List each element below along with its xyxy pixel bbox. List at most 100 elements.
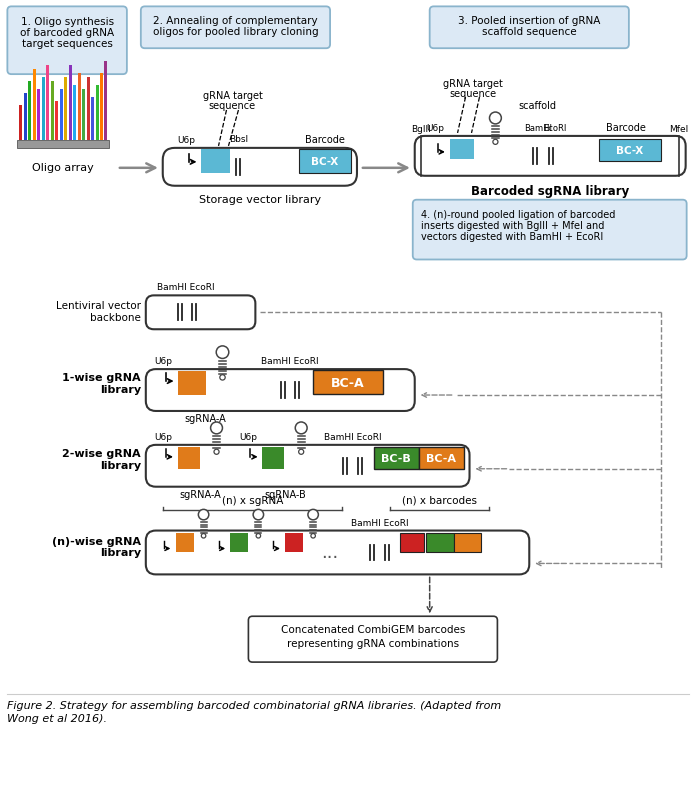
Bar <box>450 140 473 160</box>
Bar <box>374 447 419 469</box>
Bar <box>400 533 424 552</box>
Bar <box>426 533 454 552</box>
Bar <box>100 74 103 141</box>
FancyBboxPatch shape <box>141 7 330 49</box>
Text: vectors digested with BamHI + EcoRI: vectors digested with BamHI + EcoRI <box>421 231 603 241</box>
FancyBboxPatch shape <box>146 446 470 487</box>
Text: inserts digested with BglII + MfeI and: inserts digested with BglII + MfeI and <box>421 220 604 230</box>
Bar <box>55 102 58 141</box>
Circle shape <box>308 510 318 520</box>
Text: library: library <box>100 548 141 558</box>
Text: library: library <box>100 385 141 394</box>
Text: 2. Annealing of complementary: 2. Annealing of complementary <box>153 16 318 26</box>
Text: Wong et al 2016).: Wong et al 2016). <box>8 713 107 723</box>
Bar <box>105 62 107 141</box>
Bar <box>200 149 230 173</box>
Text: 2-wise gRNA: 2-wise gRNA <box>62 448 141 459</box>
Circle shape <box>256 534 260 538</box>
Bar <box>178 447 200 469</box>
Bar <box>313 371 383 394</box>
Circle shape <box>201 534 206 538</box>
Bar <box>82 90 85 141</box>
Text: Lentiviral vector: Lentiviral vector <box>56 301 141 311</box>
FancyBboxPatch shape <box>248 617 498 662</box>
Text: 1. Oligo synthesis: 1. Oligo synthesis <box>20 18 114 27</box>
Text: BamHI EcoRI: BamHI EcoRI <box>351 518 409 527</box>
Text: 3. Pooled insertion of gRNA: 3. Pooled insertion of gRNA <box>458 16 600 26</box>
FancyBboxPatch shape <box>146 369 415 411</box>
Text: BamHI EcoRI: BamHI EcoRI <box>262 357 319 365</box>
Text: BamHI EcoRI: BamHI EcoRI <box>157 283 214 292</box>
Text: BC-B: BC-B <box>381 453 410 463</box>
Bar <box>51 82 54 141</box>
Text: backbone: backbone <box>90 313 141 323</box>
Text: 4. (n)-round pooled ligation of barcoded: 4. (n)-round pooled ligation of barcoded <box>421 210 615 219</box>
Text: Barcode: Barcode <box>305 135 345 145</box>
Bar <box>230 533 248 552</box>
Text: Concatenated CombiGEM barcodes: Concatenated CombiGEM barcodes <box>281 625 465 634</box>
FancyBboxPatch shape <box>163 149 357 186</box>
Text: target sequences: target sequences <box>22 39 112 49</box>
Text: U6p: U6p <box>178 136 195 145</box>
Text: Oligo array: Oligo array <box>32 163 94 173</box>
Text: BbsI: BbsI <box>229 135 248 144</box>
Text: 1-wise gRNA: 1-wise gRNA <box>62 373 141 382</box>
Bar <box>419 447 463 469</box>
Text: MfeI: MfeI <box>669 124 688 134</box>
Circle shape <box>493 141 498 145</box>
Bar <box>17 141 109 149</box>
Text: of barcoded gRNA: of barcoded gRNA <box>20 28 114 39</box>
Circle shape <box>214 450 219 454</box>
FancyBboxPatch shape <box>430 7 629 49</box>
Text: Barcoded sgRNA library: Barcoded sgRNA library <box>471 185 630 198</box>
Circle shape <box>299 450 304 454</box>
Text: sgRNA-A: sgRNA-A <box>185 414 226 423</box>
FancyBboxPatch shape <box>146 296 255 330</box>
FancyBboxPatch shape <box>415 137 685 177</box>
Bar <box>42 78 45 141</box>
Text: BC-A: BC-A <box>426 453 456 463</box>
FancyBboxPatch shape <box>413 201 687 260</box>
Bar <box>87 78 89 141</box>
Bar <box>29 82 31 141</box>
Text: oligos for pooled library cloning: oligos for pooled library cloning <box>153 27 318 37</box>
Circle shape <box>295 422 307 434</box>
Bar <box>24 94 27 141</box>
Text: gRNA target: gRNA target <box>202 91 262 101</box>
Text: sequence: sequence <box>209 101 256 111</box>
Circle shape <box>253 510 264 520</box>
Bar <box>64 78 67 141</box>
Circle shape <box>211 422 223 434</box>
Text: (n) x sgRNA: (n) x sgRNA <box>222 495 283 505</box>
Bar <box>262 447 284 469</box>
Text: ...: ... <box>322 544 339 562</box>
Text: scaffold sequence: scaffold sequence <box>482 27 577 37</box>
Text: EcoRI: EcoRI <box>544 124 567 132</box>
Bar <box>91 98 94 141</box>
Text: BC-X: BC-X <box>616 145 644 156</box>
Bar <box>285 533 303 552</box>
Text: U6p: U6p <box>155 357 172 365</box>
Bar <box>599 140 661 161</box>
Text: U6p: U6p <box>239 432 258 442</box>
Bar <box>176 533 193 552</box>
Text: BamHI EcoRI: BamHI EcoRI <box>324 432 382 442</box>
Circle shape <box>489 113 501 124</box>
Text: representing gRNA combinations: representing gRNA combinations <box>287 638 459 648</box>
Bar <box>96 86 98 141</box>
Text: (n) x barcodes: (n) x barcodes <box>402 495 477 505</box>
Text: scaffold: scaffold <box>519 101 556 111</box>
Bar <box>299 149 351 173</box>
Bar <box>46 66 49 141</box>
Text: sgRNA-B: sgRNA-B <box>265 489 306 499</box>
Bar <box>37 90 40 141</box>
Circle shape <box>220 375 225 381</box>
Text: gRNA target: gRNA target <box>443 79 503 89</box>
FancyBboxPatch shape <box>8 7 127 75</box>
Bar <box>20 106 22 141</box>
Circle shape <box>198 510 209 520</box>
Bar <box>178 372 206 396</box>
Text: Figure 2. Strategy for assembling barcoded combinatorial gRNA libraries. (Adapte: Figure 2. Strategy for assembling barcod… <box>8 700 502 710</box>
Text: (n)-wise gRNA: (n)-wise gRNA <box>52 536 141 546</box>
Text: BC-X: BC-X <box>311 157 339 167</box>
